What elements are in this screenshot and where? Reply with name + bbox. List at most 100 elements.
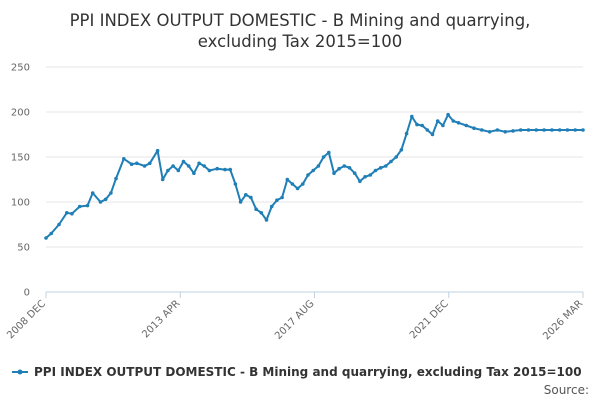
data-point[interactable] [269,204,274,209]
data-point[interactable] [285,177,290,182]
data-point[interactable] [166,168,170,173]
data-point[interactable] [550,128,554,132]
data-point[interactable] [192,171,196,175]
legend[interactable]: PPI INDEX OUTPUT DOMESTIC - B Mining and… [12,365,582,379]
data-point[interactable] [228,167,232,172]
y-tick-label: 0 [24,288,30,299]
legend-dot-marker [17,369,23,375]
data-point[interactable] [472,126,476,130]
data-point[interactable] [415,122,419,127]
data-point[interactable] [142,164,147,168]
data-point[interactable] [109,191,113,195]
data-point[interactable] [264,218,269,222]
data-point[interactable] [487,130,492,134]
data-point[interactable] [495,128,500,132]
data-point[interactable] [280,195,284,200]
data-point[interactable] [464,123,469,128]
data-point[interactable] [90,191,95,195]
data-point[interactable] [363,175,367,179]
data-point[interactable] [275,198,279,202]
data-point[interactable] [394,155,399,159]
data-point[interactable] [181,159,186,164]
data-point[interactable] [176,168,181,173]
data-point[interactable] [480,128,484,132]
data-point[interactable] [103,197,108,202]
data-point[interactable] [358,179,362,184]
data-point[interactable] [114,176,118,181]
data-point[interactable] [207,168,212,173]
data-point[interactable] [368,173,373,177]
data-point[interactable] [155,148,160,153]
data-point[interactable] [259,211,264,215]
data-point[interactable] [430,132,435,137]
data-point[interactable] [238,200,243,204]
data-point[interactable] [122,157,126,161]
data-point[interactable] [389,159,393,164]
data-point[interactable] [148,161,152,166]
data-point[interactable] [44,236,48,240]
data-point[interactable] [244,193,248,197]
data-point[interactable] [223,167,227,172]
data-point[interactable] [503,130,508,134]
data-point[interactable] [373,168,378,173]
data-point[interactable] [581,128,585,132]
data-point[interactable] [290,182,295,186]
data-point[interactable] [565,128,570,132]
data-point[interactable] [233,182,238,186]
data-point[interactable] [534,128,539,132]
data-point[interactable] [573,128,577,132]
chart-title-line-2: excluding Tax 2015=100 [198,32,402,51]
series-line [45,113,583,239]
data-point[interactable] [215,166,219,171]
data-point[interactable] [352,171,357,175]
data-point[interactable] [347,166,352,170]
data-point[interactable] [316,164,321,168]
data-point[interactable] [129,162,134,166]
data-point[interactable] [57,222,61,227]
data-point[interactable] [451,119,456,123]
data-point[interactable] [425,128,430,132]
data-point[interactable] [202,164,206,168]
data-point[interactable] [332,171,336,175]
data-point[interactable] [378,166,383,170]
data-point[interactable] [441,123,445,128]
data-point[interactable] [526,128,531,132]
data-point[interactable] [295,186,300,191]
data-point[interactable] [186,164,191,168]
y-tick-label: 200 [11,108,30,119]
data-point[interactable] [160,177,165,182]
data-point[interactable] [197,161,201,166]
data-point[interactable] [511,129,515,133]
data-point[interactable] [327,150,331,155]
data-point[interactable] [85,203,90,208]
data-point[interactable] [435,119,440,123]
data-point[interactable] [77,204,82,209]
plot-area [44,112,585,240]
data-point[interactable] [542,128,546,132]
data-point[interactable] [446,112,450,117]
data-point[interactable] [70,211,74,216]
data-point[interactable] [49,231,53,236]
data-point[interactable] [557,128,562,132]
data-point[interactable] [98,200,103,204]
data-point[interactable] [399,148,404,152]
data-point[interactable] [65,211,69,215]
data-point[interactable] [254,207,258,211]
data-point[interactable] [420,123,425,128]
data-point[interactable] [337,166,341,171]
data-point[interactable] [456,121,461,125]
data-point[interactable] [321,155,326,159]
data-point[interactable] [311,168,316,173]
data-point[interactable] [135,161,139,166]
source-label: Source: [544,383,589,397]
data-point[interactable] [404,131,409,136]
data-point[interactable] [342,164,347,168]
data-point[interactable] [301,182,305,186]
data-point[interactable] [306,173,310,177]
data-point[interactable] [249,195,253,200]
gridlines [46,66,583,248]
data-point[interactable] [384,164,388,168]
data-point[interactable] [171,164,175,168]
data-point[interactable] [410,114,414,119]
data-point[interactable] [518,128,523,132]
